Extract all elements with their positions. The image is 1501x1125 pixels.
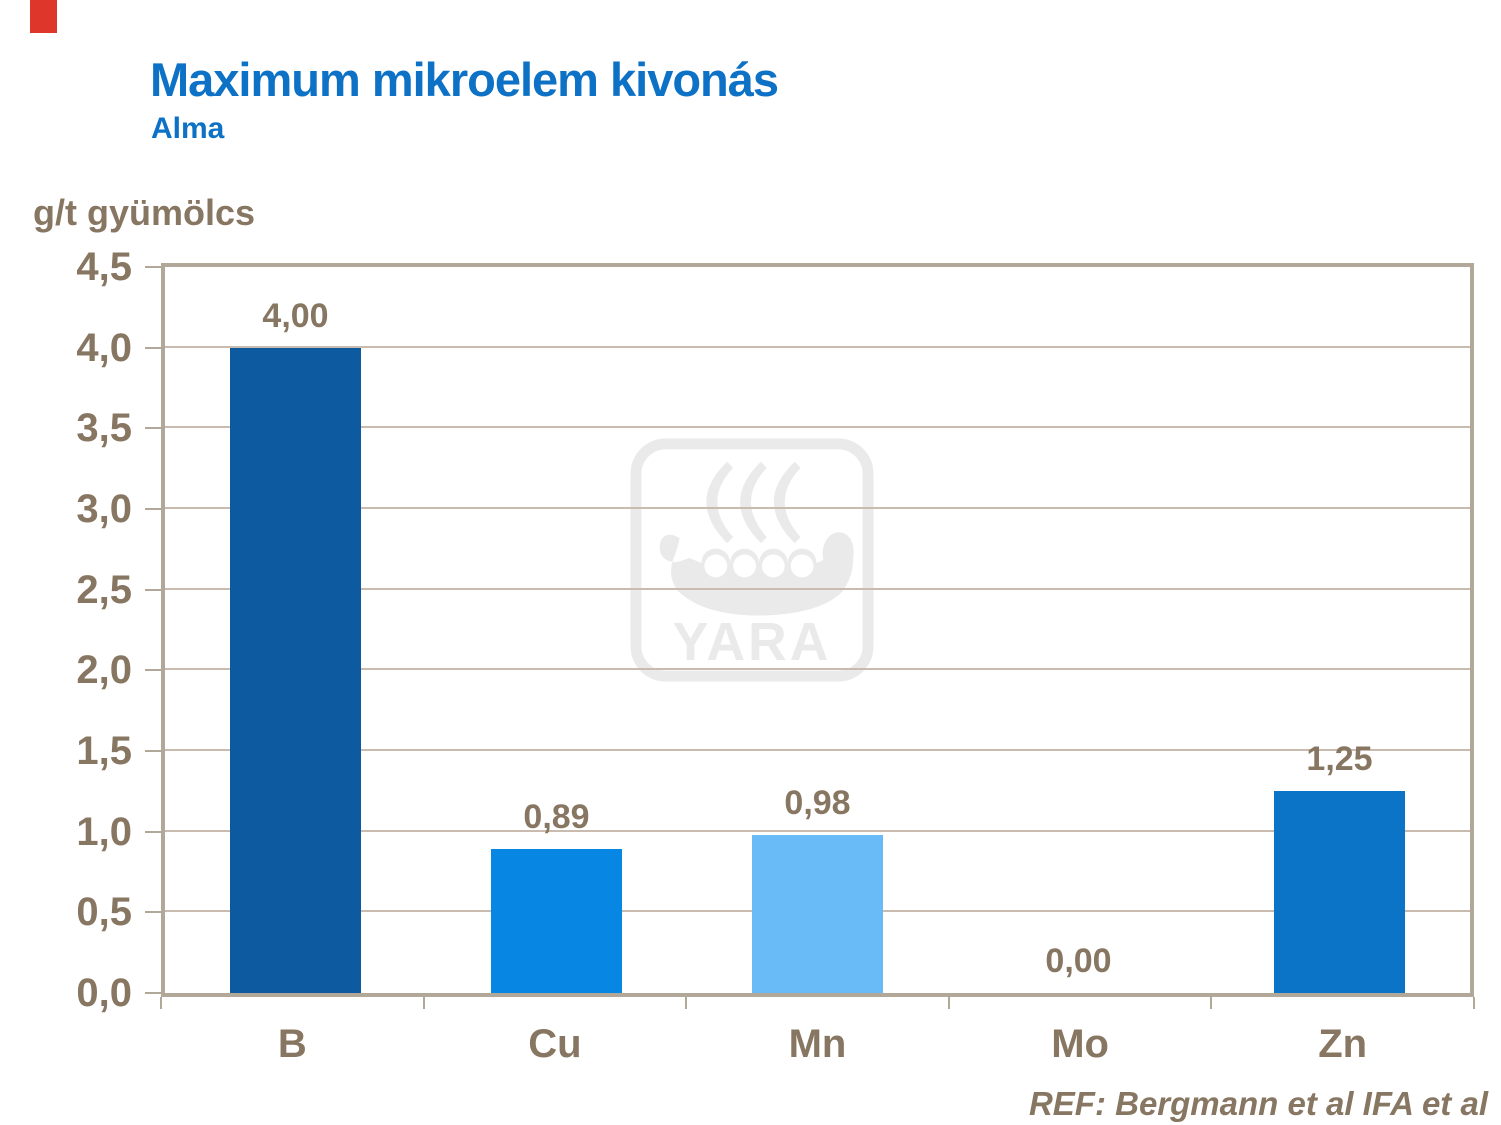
x-axis-ticks — [160, 997, 1475, 1009]
bar-value-label: 0,89 — [523, 798, 590, 837]
y-tick-label: 0,0 — [76, 971, 132, 1015]
bar-value-label: 0,00 — [1045, 942, 1112, 980]
y-tick-label: 2,5 — [76, 567, 132, 612]
ship-hull-icon — [659, 532, 854, 616]
gridline — [165, 507, 1470, 509]
y-tick-mark — [145, 830, 161, 833]
x-tick-mark — [422, 997, 425, 1009]
reference-note: REF: Bergmann et al IFA et al — [1028, 1085, 1488, 1122]
bar-Mn — [752, 834, 883, 993]
bar-Cu — [491, 849, 622, 993]
x-axis-category-labels: B Cu Mn Mo Zn — [161, 1022, 1474, 1067]
y-tick-label: 3,0 — [76, 487, 132, 531]
y-tick-mark — [145, 346, 161, 349]
y-tick-label: 4,0 — [76, 325, 132, 370]
red-corner-mark — [30, 0, 57, 33]
ship-sails-icon — [706, 461, 801, 544]
x-tick-mark — [1473, 997, 1475, 1009]
y-axis-unit-label: g/t gyümölcs — [33, 192, 256, 233]
category-label-Zn: Zn — [1318, 1022, 1368, 1066]
slide-title: Maximum mikroelem kivonás — [150, 53, 779, 106]
y-tick-mark — [145, 750, 161, 753]
y-tick-label: 1,0 — [76, 809, 132, 854]
x-tick-mark — [160, 997, 162, 1009]
gridline — [165, 426, 1470, 429]
x-tick-mark — [685, 997, 688, 1009]
gridline — [165, 749, 1470, 751]
y-tick-label: 4,5 — [76, 245, 132, 289]
bar-slot: 0,00 — [948, 267, 1209, 993]
y-tick-mark — [145, 427, 161, 430]
watermark-text: YARA — [673, 613, 832, 672]
watermark-frame — [630, 438, 874, 682]
y-tick-mark — [145, 588, 161, 591]
gridline — [165, 345, 1470, 348]
y-tick-mark — [145, 992, 161, 994]
yara-ship-watermark-logo: YARA — [630, 438, 874, 682]
y-tick-mark — [145, 266, 161, 268]
y-tick-mark — [145, 669, 161, 672]
bar-Zn — [1274, 791, 1405, 993]
bar-slot: 0,89 — [426, 267, 687, 993]
y-tick-mark — [145, 508, 161, 511]
y-tick-label: 0,5 — [76, 890, 132, 935]
x-tick-mark — [947, 997, 950, 1009]
bar-value-label: 0,98 — [784, 783, 851, 822]
category-label-Cu: Cu — [528, 1022, 582, 1066]
y-tick-label: 3,5 — [76, 406, 132, 451]
plot-area: YARA 4,00 0,89 0,98 0,00 1,25 — [161, 263, 1474, 997]
bar-slot: 1,25 — [1209, 267, 1470, 993]
gridline — [165, 668, 1470, 671]
gridline — [165, 829, 1470, 832]
bar-slot: 4,00 — [165, 267, 426, 993]
y-axis-ticks — [145, 266, 161, 994]
bar-B — [230, 347, 361, 993]
bar-value-label: 4,00 — [262, 296, 329, 335]
x-tick-mark — [1210, 997, 1213, 1009]
y-axis-tick-labels: 0,0 0,5 1,0 1,5 2,0 2,5 3,0 3,5 4,0 4,5 — [0, 247, 140, 1013]
y-tick-mark — [145, 911, 161, 914]
bar-value-label: 1,25 — [1306, 740, 1373, 779]
slide-subtitle: Alma — [151, 112, 225, 145]
bar-slot: 0,98 — [687, 267, 948, 993]
y-tick-label: 1,5 — [76, 729, 132, 773]
bars-row: 4,00 0,89 0,98 0,00 1,25 — [165, 267, 1470, 993]
category-label-Mo: Mo — [1051, 1022, 1109, 1066]
gridline — [165, 587, 1470, 590]
category-label-Mn: Mn — [788, 1022, 847, 1066]
category-label-B: B — [277, 1022, 307, 1066]
y-tick-label: 2,0 — [76, 648, 132, 693]
